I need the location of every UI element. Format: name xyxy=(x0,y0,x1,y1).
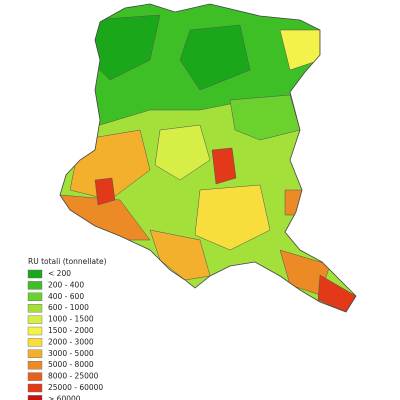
legend-label: < 200 xyxy=(48,269,71,278)
legend-swatch xyxy=(27,383,43,393)
region xyxy=(284,189,306,216)
legend-label: 1000 - 1500 xyxy=(48,315,94,324)
legend-swatch xyxy=(27,349,43,358)
legend-label: 600 - 1000 xyxy=(48,303,89,312)
region xyxy=(179,24,251,91)
legend-swatch xyxy=(27,361,43,370)
region xyxy=(229,94,301,141)
region xyxy=(211,147,237,185)
legend-label: 400 - 600 xyxy=(48,292,84,301)
legend-label: 2000 - 3000 xyxy=(48,337,94,346)
region xyxy=(317,274,356,312)
legend-swatch xyxy=(27,304,43,313)
region xyxy=(154,124,211,181)
legend-label: 8000 - 25000 xyxy=(48,372,99,381)
legend-title: RU totali (tonnellate) xyxy=(28,257,107,266)
legend-swatch xyxy=(27,395,43,400)
region xyxy=(149,229,211,281)
legend-swatch xyxy=(27,281,43,290)
legend-label: 1500 - 2000 xyxy=(48,326,94,335)
legend-label: 3000 - 5000 xyxy=(48,349,94,358)
region xyxy=(94,177,116,206)
legend-label: 25000 - 60000 xyxy=(48,383,103,392)
region-outline xyxy=(59,3,357,313)
regions xyxy=(60,4,356,312)
legend-swatch xyxy=(27,372,43,381)
legend-swatch xyxy=(27,338,43,347)
legend-label: 200 - 400 xyxy=(48,280,84,289)
legend-swatch xyxy=(27,292,43,301)
legend: < 200 200 - 400 400 - 600 600 - 1000 1000 - … xyxy=(27,269,103,400)
region xyxy=(194,184,271,251)
legend-label: 5000 - 8000 xyxy=(48,360,94,369)
legend-label: > 60000 xyxy=(48,394,81,400)
legend-swatch xyxy=(27,326,43,336)
legend-swatch xyxy=(27,315,43,324)
legend-swatch xyxy=(27,269,43,279)
